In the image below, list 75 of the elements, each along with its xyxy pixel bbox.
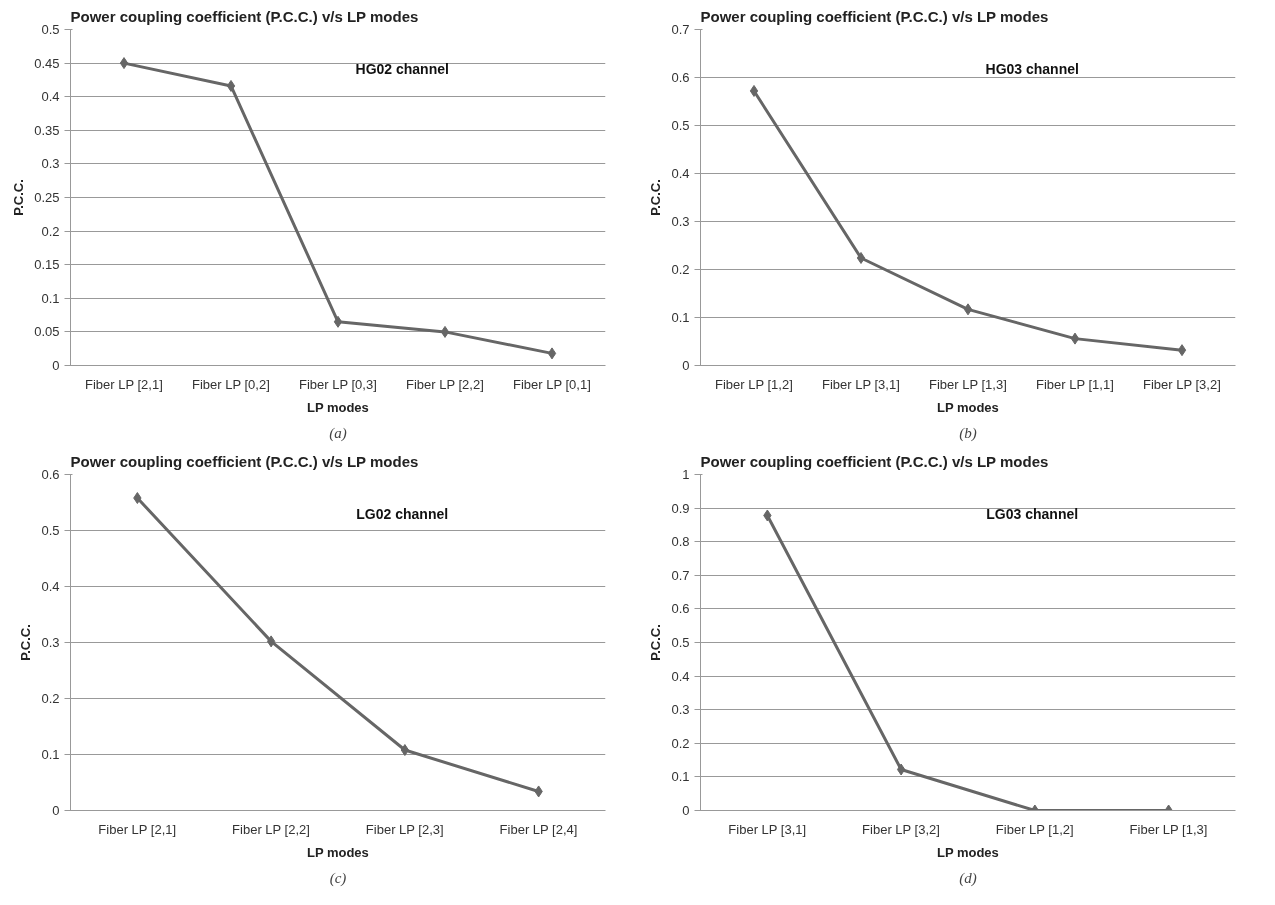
- y-tick-label: 0.3: [41, 156, 60, 172]
- x-tick-label: Fiber LP [2,4]: [499, 821, 578, 837]
- y-tick-label: 0.5: [671, 635, 690, 650]
- y-axis-title: P.C.C.: [648, 179, 664, 216]
- x-tick-label: Fiber LP [3,1]: [728, 821, 807, 837]
- y-tick-label: 0.35: [34, 122, 60, 138]
- y-tick-label: 0.3: [41, 635, 60, 650]
- chart-title: Power coupling coefficient (P.C.C.) v/s LP modes: [70, 7, 419, 25]
- y-tick-label: 0.5: [41, 22, 60, 37]
- y-tick-label: 0.6: [41, 467, 60, 482]
- y-tick-label: 0.2: [41, 691, 60, 706]
- annotation: LG02 channel: [356, 505, 449, 522]
- x-tick-label: Fiber LP [1,3]: [928, 376, 1007, 392]
- chart-title: Power coupling coefficient (P.C.C.) v/s LP modes: [70, 452, 419, 470]
- x-tick-label: Fiber LP [2,2]: [232, 821, 310, 837]
- x-tick-label: Fiber LP [1,2]: [995, 821, 1074, 837]
- x-tick-label: Fiber LP [2,3]: [365, 821, 444, 837]
- y-tick-label: 0.4: [41, 89, 60, 105]
- x-axis-title: LP modes: [936, 844, 999, 860]
- x-tick-label: Fiber LP [2,1]: [84, 376, 163, 392]
- y-tick-label: 0: [682, 803, 690, 818]
- x-axis-title: LP modes: [306, 844, 369, 860]
- y-tick-label: 0.2: [41, 223, 60, 239]
- y-tick-label: 0.1: [671, 310, 690, 325]
- x-tick-label: Fiber LP [3,2]: [862, 821, 940, 837]
- y-tick-label: 0.7: [671, 567, 690, 583]
- x-tick-label: Fiber LP [0,3]: [298, 376, 377, 392]
- text: (c): [329, 869, 347, 887]
- y-tick-label: 0.1: [671, 769, 690, 785]
- y-tick-label: 0.3: [671, 702, 690, 718]
- y-tick-label: 0.15: [34, 257, 60, 273]
- y-tick-label: 0.8: [671, 534, 690, 550]
- y-tick-label: 0.2: [671, 735, 690, 751]
- y-tick-label: 0.5: [41, 523, 60, 538]
- y-tick-label: 0.6: [671, 601, 690, 617]
- y-tick-label: 0.05: [34, 324, 60, 340]
- y-tick-label: 1: [682, 467, 690, 482]
- text: (d): [959, 869, 977, 887]
- x-tick-label: Fiber LP [2,1]: [98, 821, 177, 837]
- y-axis-title: P.C.C.: [11, 179, 27, 216]
- x-axis-title: LP modes: [306, 399, 369, 415]
- text: (a): [329, 424, 347, 442]
- y-tick-label: 0.6: [671, 70, 690, 85]
- annotation: HG03 channel: [985, 60, 1079, 77]
- y-tick-label: 0.7: [671, 22, 690, 37]
- x-tick-label: Fiber LP [1,3]: [1129, 821, 1208, 837]
- x-tick-label: Fiber LP [0,2]: [191, 376, 270, 392]
- y-tick-label: 0.2: [671, 262, 690, 277]
- y-tick-label: 0.1: [41, 747, 60, 762]
- y-tick-label: 0.3: [671, 214, 690, 229]
- y-tick-label: 0.1: [41, 290, 60, 306]
- x-tick-label: Fiber LP [0,1]: [512, 376, 591, 392]
- x-axis-title: LP modes: [936, 399, 999, 415]
- y-tick-label: 0: [52, 358, 60, 373]
- y-tick-label: 0: [682, 358, 690, 373]
- x-tick-label: Fiber LP [2,2]: [405, 376, 484, 392]
- y-axis-title: P.C.C.: [18, 624, 34, 661]
- y-tick-label: 0.9: [671, 500, 690, 516]
- chart-title: Power coupling coefficient (P.C.C.) v/s LP modes: [700, 7, 1049, 25]
- text: (b): [959, 424, 977, 442]
- annotation: HG02 channel: [355, 60, 449, 77]
- y-tick-label: 0.4: [671, 166, 690, 181]
- x-tick-label: Fiber LP [1,1]: [1035, 376, 1114, 392]
- y-tick-label: 0.4: [671, 668, 690, 684]
- x-tick-label: Fiber LP [1,2]: [714, 376, 793, 392]
- y-axis-title: P.C.C.: [648, 624, 664, 661]
- y-tick-label: 0.5: [671, 118, 690, 133]
- y-tick-label: 0.45: [34, 55, 60, 71]
- y-tick-label: 0.4: [41, 579, 60, 594]
- x-tick-label: Fiber LP [3,2]: [1142, 376, 1221, 392]
- annotation: LG03 channel: [986, 505, 1079, 522]
- y-tick-label: 0.25: [34, 190, 60, 205]
- x-tick-label: Fiber LP [3,1]: [821, 376, 900, 392]
- chart-title: Power coupling coefficient (P.C.C.) v/s LP modes: [700, 452, 1049, 470]
- y-tick-label: 0: [52, 803, 60, 818]
